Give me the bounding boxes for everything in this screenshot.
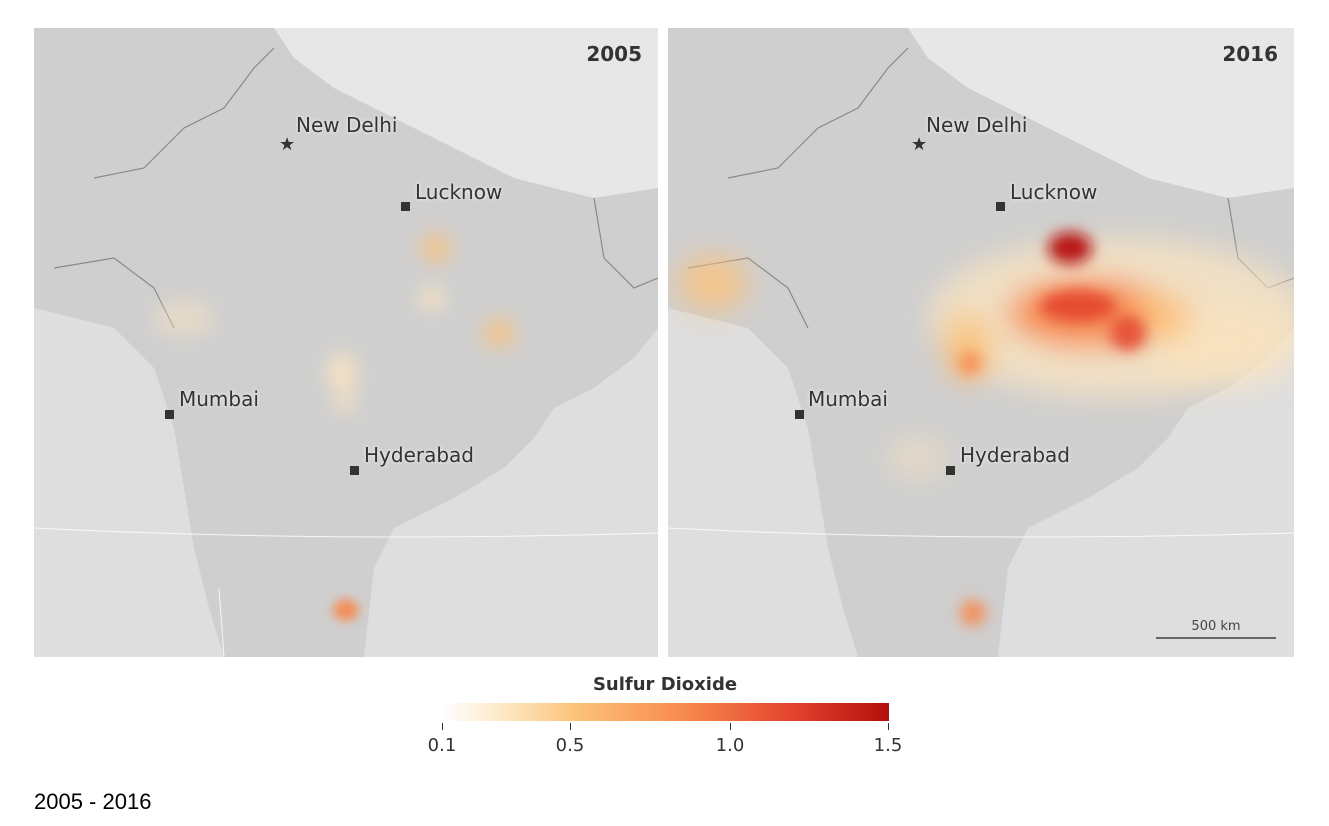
map-panel-2005: 2005 ★ New Delhi Lucknow Mumbai Hyderaba… xyxy=(34,28,658,657)
city-marker-mumbai xyxy=(795,410,804,419)
capital-star-icon: ★ xyxy=(279,134,296,154)
city-label-mumbai: Mumbai xyxy=(179,387,259,411)
city-marker-mumbai xyxy=(165,410,174,419)
graticule xyxy=(34,527,658,538)
graticule-meridian xyxy=(218,587,225,657)
city-marker-lucknow xyxy=(996,202,1005,211)
city-label-hyderabad: Hyderabad xyxy=(364,443,474,467)
map-2005 xyxy=(34,28,658,657)
legend-tick xyxy=(442,723,443,730)
city-label-lucknow: Lucknow xyxy=(1010,180,1098,204)
legend-color-ramp xyxy=(442,703,889,721)
scale-bar-line xyxy=(1156,637,1276,639)
city-marker-hyderabad xyxy=(350,466,359,475)
color-legend: Sulfur Dioxide 0.1 0.5 1.0 1.5 xyxy=(420,672,910,767)
legend-tick xyxy=(888,723,889,730)
city-label-new-delhi: New Delhi xyxy=(926,113,1028,137)
himalaya-region xyxy=(274,28,658,198)
landmass xyxy=(34,28,658,657)
legend-tick-label: 1.0 xyxy=(715,735,745,756)
legend-tick xyxy=(570,723,571,730)
so2-hotspot-south-2005 xyxy=(333,599,359,621)
legend-title: Sulfur Dioxide xyxy=(592,674,738,695)
legend-tick-label: 0.1 xyxy=(427,735,457,756)
scale-bar: 500 km xyxy=(1156,619,1276,639)
year-label-2016: 2016 xyxy=(1222,42,1278,66)
capital-star-icon: ★ xyxy=(911,134,928,154)
city-marker-lucknow xyxy=(401,202,410,211)
legend-tick-label: 1.5 xyxy=(873,735,903,756)
map-2016 xyxy=(668,28,1294,657)
legend-tick xyxy=(730,723,731,730)
so2-hotspots-2016 xyxy=(958,232,1146,626)
so2-plumes-2005 xyxy=(154,234,515,413)
city-label-hyderabad: Hyderabad xyxy=(960,443,1070,467)
city-label-new-delhi: New Delhi xyxy=(296,113,398,137)
scale-bar-label: 500 km xyxy=(1191,619,1241,634)
himalaya-region xyxy=(908,28,1294,198)
caption: 2005 - 2016 xyxy=(34,789,152,814)
city-label-lucknow: Lucknow xyxy=(415,180,503,204)
graticule xyxy=(668,527,1294,538)
legend-tick-label: 0.5 xyxy=(555,735,585,756)
year-label-2005: 2005 xyxy=(586,42,642,66)
city-label-mumbai: Mumbai xyxy=(808,387,888,411)
city-marker-hyderabad xyxy=(946,466,955,475)
map-panel-2016: 2016 ★ New Delhi Lucknow Mumbai Hyderaba… xyxy=(668,28,1294,657)
